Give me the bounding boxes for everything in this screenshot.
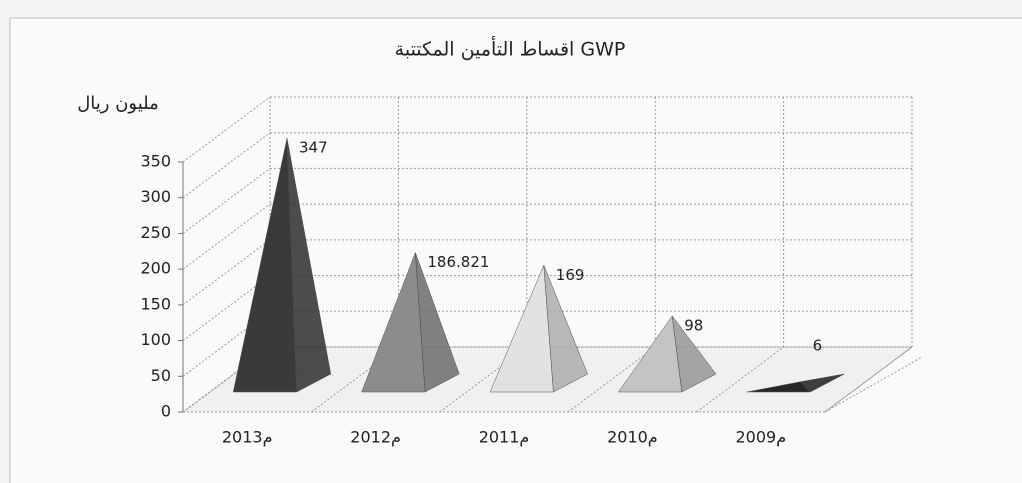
- depth-line: [824, 356, 923, 413]
- pyramid-side: [671, 315, 717, 393]
- pyramid-shade: [543, 265, 588, 392]
- y-tick-label: 0: [161, 402, 171, 421]
- data-label: 98: [684, 317, 703, 335]
- pyramid-side: [800, 373, 845, 393]
- y-tick-label: 200: [140, 259, 171, 278]
- y-tick-label: 150: [140, 294, 171, 313]
- pyramid-shade: [672, 316, 716, 392]
- y-tick-label: 300: [140, 187, 171, 206]
- data-label: 347: [299, 139, 328, 157]
- pyramid-shade: [415, 252, 460, 392]
- pyramid-shade: [800, 374, 845, 392]
- y-tick-label: 350: [140, 152, 171, 171]
- y-tick-label: 50: [151, 366, 171, 385]
- y-tick-label: 250: [140, 223, 171, 242]
- x-tick-label: 2013م: [222, 428, 273, 447]
- x-tick-label: 2009م: [735, 428, 786, 447]
- pyramid-shade: [287, 138, 331, 392]
- data-label: 186.821: [427, 253, 489, 271]
- pyramid-side: [415, 252, 460, 393]
- data-label: 6: [813, 337, 823, 355]
- y-axis-label: مليون ريال: [77, 93, 159, 114]
- x-tick-label: 2010م: [607, 428, 658, 447]
- pyramid-side: [286, 138, 332, 393]
- chart-title: اقساط التأمين المكتتبة GWP: [395, 36, 626, 61]
- data-label: 169: [556, 266, 585, 284]
- y-tick-label: 100: [140, 330, 171, 349]
- x-tick-label: 2012م: [350, 428, 401, 447]
- pyramid-side: [543, 265, 588, 393]
- x-tick-label: 2011م: [479, 428, 530, 447]
